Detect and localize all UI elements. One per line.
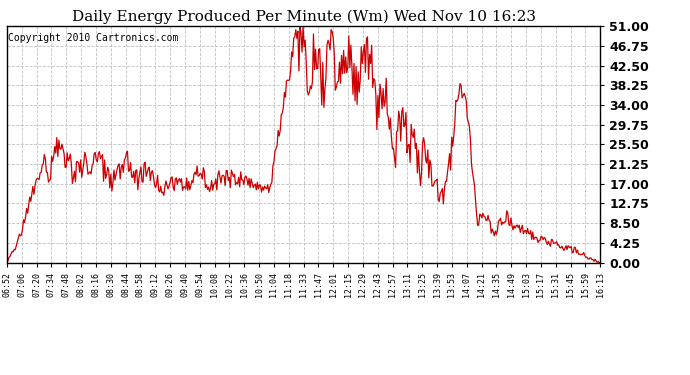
Text: Copyright 2010 Cartronics.com: Copyright 2010 Cartronics.com — [8, 33, 179, 44]
Title: Daily Energy Produced Per Minute (Wm) Wed Nov 10 16:23: Daily Energy Produced Per Minute (Wm) We… — [72, 9, 535, 24]
